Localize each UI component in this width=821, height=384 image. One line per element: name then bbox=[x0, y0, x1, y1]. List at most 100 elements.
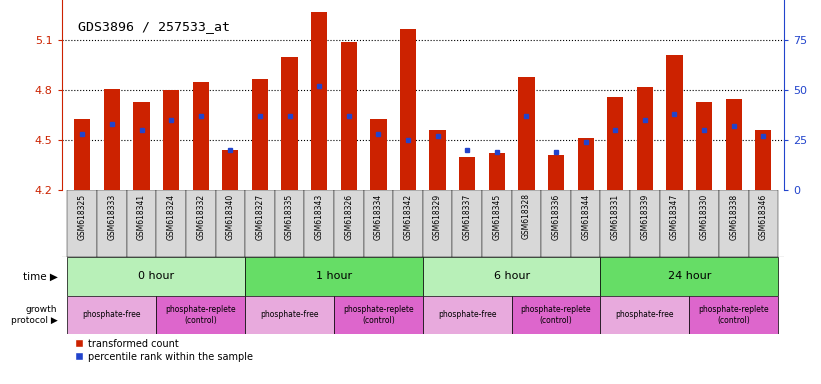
Bar bbox=[726, 99, 742, 190]
Bar bbox=[459, 157, 475, 190]
Text: GSM618329: GSM618329 bbox=[433, 194, 443, 240]
Text: phosphate-free: phosphate-free bbox=[438, 310, 497, 319]
Text: phosphate-replete
(control): phosphate-replete (control) bbox=[165, 305, 236, 324]
Bar bbox=[548, 155, 564, 190]
Bar bbox=[163, 90, 179, 190]
Bar bbox=[511, 296, 600, 334]
Bar bbox=[364, 190, 393, 257]
Bar bbox=[608, 97, 623, 190]
Bar bbox=[156, 296, 245, 334]
Text: GSM618341: GSM618341 bbox=[137, 194, 146, 240]
Bar bbox=[423, 257, 600, 296]
Bar bbox=[275, 190, 305, 257]
Text: GSM618345: GSM618345 bbox=[493, 194, 502, 240]
Bar bbox=[690, 296, 778, 334]
Bar bbox=[637, 87, 653, 190]
Text: phosphate-replete
(control): phosphate-replete (control) bbox=[521, 305, 591, 324]
Text: GSM618344: GSM618344 bbox=[581, 194, 590, 240]
Bar bbox=[370, 119, 387, 190]
Bar bbox=[690, 190, 719, 257]
Bar bbox=[156, 190, 186, 257]
Bar bbox=[193, 82, 209, 190]
Bar bbox=[452, 190, 482, 257]
Bar bbox=[600, 257, 778, 296]
Text: GSM618334: GSM618334 bbox=[374, 194, 383, 240]
Bar bbox=[719, 190, 749, 257]
Text: GSM618343: GSM618343 bbox=[314, 194, 323, 240]
Text: GSM618327: GSM618327 bbox=[255, 194, 264, 240]
Text: GSM618325: GSM618325 bbox=[78, 194, 87, 240]
Text: GSM618342: GSM618342 bbox=[403, 194, 412, 240]
Bar bbox=[311, 12, 328, 190]
Bar bbox=[133, 102, 149, 190]
Text: GSM618346: GSM618346 bbox=[759, 194, 768, 240]
Bar bbox=[341, 42, 357, 190]
Text: GSM618335: GSM618335 bbox=[285, 194, 294, 240]
Bar bbox=[186, 190, 216, 257]
Text: GDS3896 / 257533_at: GDS3896 / 257533_at bbox=[78, 20, 230, 33]
Text: GSM618339: GSM618339 bbox=[640, 194, 649, 240]
Bar bbox=[541, 190, 571, 257]
Text: growth
protocol ▶: growth protocol ▶ bbox=[11, 305, 57, 324]
Bar bbox=[222, 150, 238, 190]
Bar bbox=[74, 119, 90, 190]
Bar bbox=[660, 190, 690, 257]
Bar bbox=[245, 257, 423, 296]
Bar bbox=[577, 139, 594, 190]
Text: 24 hour: 24 hour bbox=[667, 271, 711, 281]
Bar bbox=[696, 102, 713, 190]
Text: phosphate-free: phosphate-free bbox=[83, 310, 141, 319]
Legend: transformed count, percentile rank within the sample: transformed count, percentile rank withi… bbox=[74, 339, 253, 362]
Bar bbox=[511, 190, 541, 257]
Bar bbox=[423, 190, 452, 257]
Text: time ▶: time ▶ bbox=[23, 271, 57, 281]
Bar bbox=[67, 190, 97, 257]
Text: phosphate-replete
(control): phosphate-replete (control) bbox=[699, 305, 769, 324]
Text: GSM618336: GSM618336 bbox=[552, 194, 561, 240]
Bar bbox=[667, 55, 682, 190]
Bar bbox=[630, 190, 660, 257]
Bar bbox=[97, 190, 126, 257]
Bar bbox=[67, 296, 156, 334]
Text: phosphate-free: phosphate-free bbox=[616, 310, 674, 319]
Text: GSM618324: GSM618324 bbox=[167, 194, 176, 240]
Bar bbox=[103, 89, 120, 190]
Bar bbox=[488, 154, 505, 190]
Text: 0 hour: 0 hour bbox=[138, 271, 174, 281]
Text: 6 hour: 6 hour bbox=[493, 271, 530, 281]
Bar bbox=[518, 77, 534, 190]
Bar bbox=[393, 190, 423, 257]
Bar bbox=[216, 190, 245, 257]
Text: GSM618338: GSM618338 bbox=[729, 194, 738, 240]
Bar bbox=[400, 29, 416, 190]
Bar bbox=[749, 190, 778, 257]
Bar bbox=[126, 190, 156, 257]
Bar bbox=[571, 190, 600, 257]
Text: GSM618347: GSM618347 bbox=[670, 194, 679, 240]
Bar bbox=[423, 296, 511, 334]
Bar bbox=[482, 190, 511, 257]
Bar bbox=[305, 190, 334, 257]
Text: GSM618340: GSM618340 bbox=[226, 194, 235, 240]
Bar bbox=[245, 190, 275, 257]
Bar bbox=[245, 296, 334, 334]
Text: GSM618331: GSM618331 bbox=[611, 194, 620, 240]
Bar bbox=[334, 190, 364, 257]
Text: 1 hour: 1 hour bbox=[316, 271, 352, 281]
Text: phosphate-replete
(control): phosphate-replete (control) bbox=[343, 305, 414, 324]
Bar bbox=[429, 130, 446, 190]
Bar bbox=[755, 130, 772, 190]
Bar bbox=[282, 57, 298, 190]
Text: GSM618337: GSM618337 bbox=[463, 194, 472, 240]
Bar bbox=[600, 296, 690, 334]
Bar bbox=[600, 190, 630, 257]
Text: GSM618333: GSM618333 bbox=[108, 194, 117, 240]
Text: GSM618326: GSM618326 bbox=[344, 194, 353, 240]
Text: GSM618328: GSM618328 bbox=[522, 194, 531, 240]
Text: GSM618332: GSM618332 bbox=[196, 194, 205, 240]
Bar bbox=[334, 296, 423, 334]
Bar bbox=[67, 257, 245, 296]
Bar bbox=[252, 79, 268, 190]
Text: GSM618330: GSM618330 bbox=[699, 194, 709, 240]
Text: phosphate-free: phosphate-free bbox=[260, 310, 319, 319]
